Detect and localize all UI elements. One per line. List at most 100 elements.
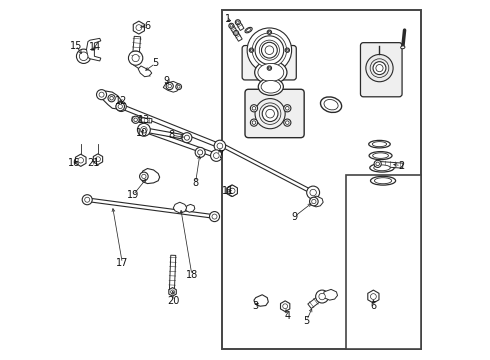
Text: 9: 9 — [163, 76, 169, 86]
Circle shape — [316, 290, 329, 303]
Circle shape — [255, 99, 285, 129]
Circle shape — [376, 162, 379, 166]
Polygon shape — [234, 32, 242, 41]
Text: 1: 1 — [225, 14, 231, 24]
Polygon shape — [138, 66, 152, 77]
Circle shape — [370, 59, 389, 77]
Circle shape — [82, 195, 92, 205]
Circle shape — [250, 105, 258, 112]
Circle shape — [118, 104, 122, 109]
Polygon shape — [186, 204, 195, 212]
Polygon shape — [87, 39, 101, 61]
Circle shape — [230, 188, 235, 193]
Circle shape — [376, 64, 383, 72]
Polygon shape — [173, 202, 187, 213]
Text: 18: 18 — [186, 270, 198, 280]
Ellipse shape — [370, 163, 394, 172]
Circle shape — [259, 103, 281, 125]
Polygon shape — [93, 154, 102, 165]
Text: 6: 6 — [370, 301, 376, 311]
Text: 4: 4 — [284, 311, 291, 320]
Circle shape — [284, 105, 291, 112]
Polygon shape — [280, 301, 290, 312]
Circle shape — [142, 174, 146, 179]
Circle shape — [168, 84, 172, 88]
Ellipse shape — [324, 99, 338, 110]
Text: 19: 19 — [127, 190, 139, 200]
Ellipse shape — [401, 46, 405, 49]
Polygon shape — [324, 289, 338, 300]
Text: 13: 13 — [138, 115, 150, 125]
Polygon shape — [132, 36, 141, 58]
Circle shape — [366, 54, 393, 82]
Polygon shape — [222, 144, 314, 194]
Ellipse shape — [258, 78, 283, 95]
Circle shape — [269, 67, 270, 69]
Circle shape — [250, 49, 252, 51]
Circle shape — [176, 84, 181, 90]
Circle shape — [266, 109, 274, 118]
Circle shape — [285, 48, 290, 52]
Circle shape — [262, 106, 278, 122]
Circle shape — [286, 121, 289, 125]
Circle shape — [128, 51, 143, 65]
Circle shape — [140, 172, 148, 181]
Circle shape — [252, 107, 256, 110]
Circle shape — [140, 126, 147, 134]
Polygon shape — [170, 255, 176, 292]
Ellipse shape — [245, 27, 252, 33]
Circle shape — [182, 133, 192, 143]
Circle shape — [85, 197, 90, 202]
Text: 8: 8 — [169, 130, 174, 140]
Polygon shape — [163, 81, 180, 92]
Circle shape — [247, 28, 292, 72]
Polygon shape — [368, 290, 379, 303]
Circle shape — [212, 214, 217, 219]
Text: 17: 17 — [116, 258, 128, 268]
Polygon shape — [229, 25, 238, 34]
Polygon shape — [377, 161, 403, 168]
Text: 11: 11 — [221, 186, 234, 196]
Bar — [346, 175, 421, 348]
Circle shape — [370, 294, 376, 300]
Circle shape — [310, 189, 317, 196]
Circle shape — [252, 33, 287, 67]
Text: 9: 9 — [292, 212, 297, 221]
Circle shape — [99, 92, 104, 97]
Text: 3: 3 — [252, 301, 258, 311]
Circle shape — [166, 82, 173, 90]
Polygon shape — [140, 168, 160, 184]
Polygon shape — [133, 21, 145, 34]
FancyBboxPatch shape — [361, 42, 402, 97]
Circle shape — [171, 290, 174, 294]
Circle shape — [134, 118, 137, 122]
Circle shape — [108, 95, 115, 102]
Circle shape — [211, 150, 222, 161]
Text: 15: 15 — [70, 41, 82, 50]
Circle shape — [229, 23, 234, 28]
Circle shape — [310, 197, 318, 206]
Text: 14: 14 — [89, 42, 101, 52]
Ellipse shape — [372, 141, 387, 147]
Polygon shape — [236, 21, 244, 31]
Text: 7: 7 — [217, 150, 223, 160]
Circle shape — [132, 116, 139, 123]
Circle shape — [195, 147, 205, 157]
Polygon shape — [310, 196, 323, 207]
Circle shape — [249, 48, 254, 52]
Circle shape — [265, 46, 274, 54]
Circle shape — [76, 49, 91, 63]
Circle shape — [214, 153, 219, 158]
Ellipse shape — [368, 140, 390, 148]
Circle shape — [283, 304, 288, 309]
Polygon shape — [132, 117, 152, 123]
Ellipse shape — [255, 61, 287, 84]
Text: 12: 12 — [115, 96, 127, 106]
Circle shape — [250, 119, 258, 126]
Circle shape — [235, 32, 237, 34]
Circle shape — [230, 24, 233, 27]
Circle shape — [79, 52, 88, 60]
Polygon shape — [121, 104, 220, 148]
Polygon shape — [87, 198, 215, 219]
Polygon shape — [308, 294, 324, 309]
